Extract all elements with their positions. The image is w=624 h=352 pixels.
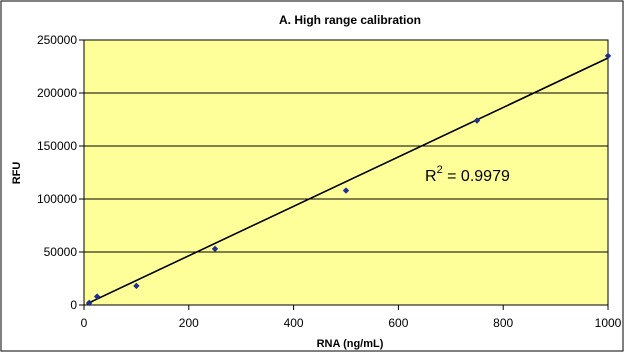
data-point-5 — [473, 117, 481, 124]
x-tick-label-2: 400 — [284, 316, 304, 330]
r-squared-superscript: 2 — [437, 164, 443, 176]
data-point-4 — [342, 187, 350, 194]
x-tick-label-0: 0 — [81, 316, 88, 330]
y-tick-label-2: 100000 — [37, 192, 77, 206]
x-tick-label-3: 600 — [388, 316, 408, 330]
plot-background — [84, 40, 608, 305]
r-squared-annotation: R2 = 0.9979 — [425, 164, 510, 185]
x-tick-label-1: 200 — [179, 316, 199, 330]
data-point-0 — [86, 299, 93, 307]
y-tick-label-4: 200000 — [37, 86, 77, 100]
plot-area: 0 50000 100000 150000 200000 250000 0 200 400 600… — [37, 33, 622, 330]
x-tick-label-4: 800 — [493, 316, 513, 330]
trendline — [86, 57, 609, 305]
r-squared-value: = 0.9979 — [443, 168, 510, 185]
x-tick-label-5: 1000 — [595, 316, 622, 330]
y-tick-label-1: 50000 — [44, 245, 78, 259]
plot-frame — [83, 39, 609, 306]
r-squared-label: R — [425, 168, 437, 185]
x-axis-title: RNA (ng/mL) — [317, 338, 384, 350]
y-tick-label-5: 250000 — [37, 33, 77, 47]
data-point-2 — [133, 282, 140, 290]
data-point-6 — [604, 52, 612, 60]
y-axis-title: RFU — [11, 162, 23, 185]
data-point-3 — [211, 245, 219, 253]
y-tick-label-3: 150000 — [37, 139, 77, 153]
y-tick-label-0: 0 — [70, 298, 77, 312]
data-point-1 — [93, 293, 101, 300]
chart-title: A. High range calibration — [279, 13, 421, 27]
